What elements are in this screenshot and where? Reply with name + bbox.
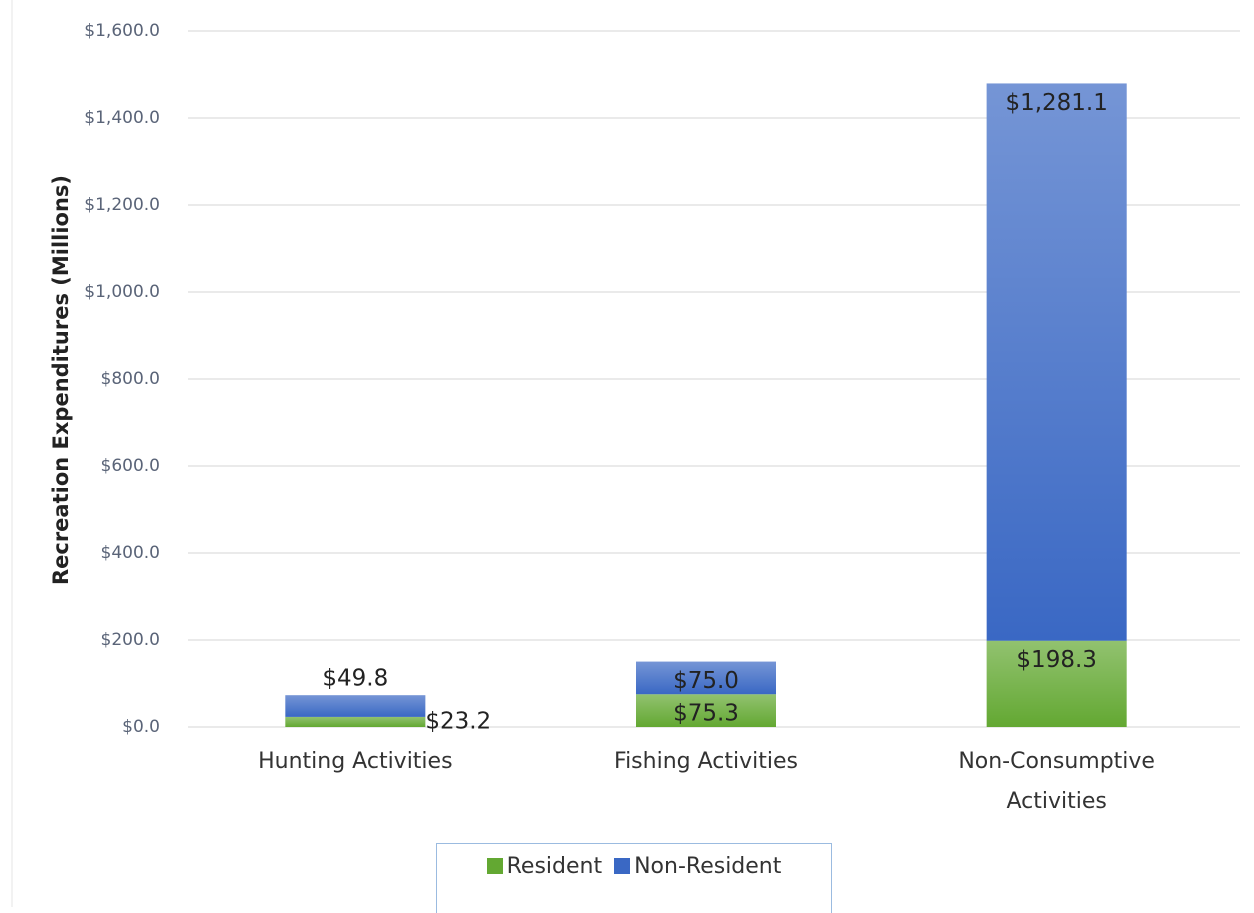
data-label: $198.3 [1016,647,1096,673]
y-tick-label: $1,000.0 [84,282,160,302]
legend-label: Non-Resident [634,854,782,879]
y-tick-label: $400.0 [101,543,160,563]
y-tick-label: $600.0 [101,456,160,476]
data-label: $75.0 [673,668,739,694]
x-tick-label: Non-Consumptive Activities [958,749,1155,814]
y-tick-label: $1,600.0 [84,21,160,41]
legend-item: Resident [486,854,603,913]
y-tick-label: $800.0 [101,369,160,389]
legend-swatch [614,858,631,874]
data-label: $75.3 [673,701,739,727]
legend: Resident Non-Resident [436,843,832,913]
data-label: $1,281.1 [1005,90,1107,116]
legend-swatch [486,858,503,874]
y-tick-label: $1,400.0 [84,108,160,128]
x-tick-label: Hunting Activities [258,749,453,774]
bar-shade [285,695,426,717]
y-tick-label: $1,200.0 [84,195,160,215]
y-tick-label: $0.0 [122,717,160,737]
y-axis-title: Recreation Expenditures (Millions) [49,175,73,585]
bar-shade [285,716,426,727]
data-label: $49.8 [322,666,388,692]
legend-label: Resident [506,854,603,879]
bar-shade [636,694,776,727]
legend-item: Non-Resident [614,854,781,913]
bar-shade [986,640,1127,727]
data-label: $23.2 [425,708,491,734]
bar-shade [986,83,1127,641]
y-tick-label: $200.0 [101,630,160,650]
x-tick-label: Fishing Activities [614,749,798,774]
bar-shade [636,661,776,695]
